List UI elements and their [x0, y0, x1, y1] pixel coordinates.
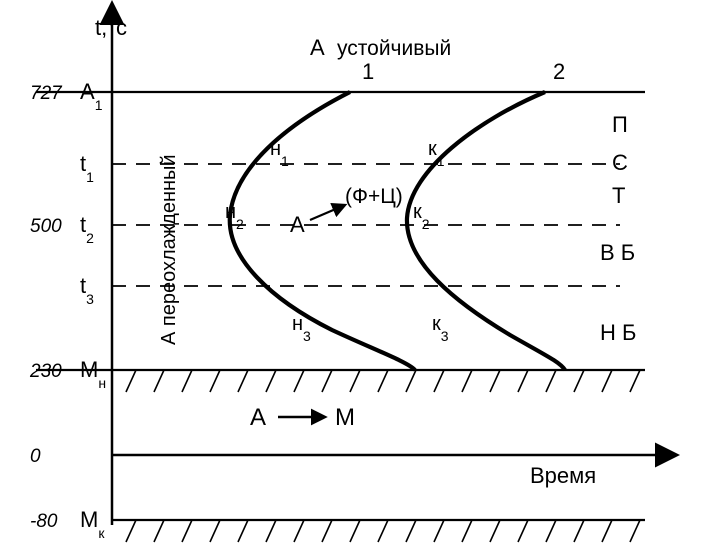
point-label-0: н1 [270, 138, 289, 169]
hatch-0 [378, 370, 388, 392]
region-label-1: С [612, 150, 628, 175]
c-curve-start [230, 92, 415, 370]
hatch-1 [546, 520, 556, 542]
hatch-1 [406, 520, 416, 542]
hatch-1 [434, 520, 444, 542]
top-label-a: А [310, 35, 325, 60]
ytick-label-1: t1 [80, 151, 94, 185]
y-axis-label: t,°с [95, 15, 127, 40]
center-A: А [290, 212, 305, 237]
hatch-0 [406, 370, 416, 392]
hatch-0 [182, 370, 192, 392]
hatch-1 [574, 520, 584, 542]
hatch-0 [350, 370, 360, 392]
hatch-1 [182, 520, 192, 542]
hatch-1 [126, 520, 136, 542]
point-label-5: к3 [432, 313, 449, 344]
c-curve-end [407, 92, 565, 370]
hatch-1 [322, 520, 332, 542]
hatch-1 [266, 520, 276, 542]
hatch-0 [434, 370, 444, 392]
hatch-0 [574, 370, 584, 392]
hatch-0 [490, 370, 500, 392]
hatch-0 [126, 370, 136, 392]
hatch-0 [238, 370, 248, 392]
point-label-1: н2 [225, 201, 244, 232]
ytick-value-5: 0 [30, 446, 41, 467]
bottom-A: А [250, 404, 266, 431]
hatch-0 [154, 370, 164, 392]
region-label-4: Н Б [600, 320, 636, 345]
vertical-region-label: А переохлажденный [158, 154, 180, 345]
ytick-value-0: 727 [30, 83, 63, 104]
hatch-1 [154, 520, 164, 542]
hatch-1 [294, 520, 304, 542]
x-axis-label: Время [530, 463, 596, 488]
hatch-1 [210, 520, 220, 542]
curve2-label: 2 [553, 59, 565, 84]
hatch-0 [630, 370, 640, 392]
hatch-0 [518, 370, 528, 392]
ytick-label-3: t3 [80, 273, 94, 307]
hatch-1 [238, 520, 248, 542]
hatch-0 [210, 370, 220, 392]
region-label-3: В Б [600, 240, 635, 265]
hatch-0 [546, 370, 556, 392]
bottom-M: М [335, 404, 355, 431]
hatch-0 [602, 370, 612, 392]
ytick-label-4: Мн [80, 357, 106, 391]
point-label-4: к2 [413, 201, 430, 232]
ytick-value-2: 500 [30, 216, 62, 237]
hatch-1 [630, 520, 640, 542]
top-label-rest: устойчивый [337, 37, 451, 60]
hatch-0 [322, 370, 332, 392]
hatch-0 [266, 370, 276, 392]
center-arrow-icon [310, 205, 345, 220]
hatch-1 [490, 520, 500, 542]
ytick-label-2: t2 [80, 212, 94, 246]
region-label-0: П [612, 112, 628, 137]
hatch-1 [462, 520, 472, 542]
hatch-1 [518, 520, 528, 542]
hatch-1 [350, 520, 360, 542]
hatch-0 [462, 370, 472, 392]
ytick-value-4: 230 [29, 361, 62, 382]
ytick-value-6: -80 [30, 511, 58, 532]
hatch-1 [602, 520, 612, 542]
hatch-1 [378, 520, 388, 542]
hatch-0 [294, 370, 304, 392]
region-label-2: Т [612, 183, 625, 208]
center-tail: (Ф+Ц) [345, 185, 403, 208]
curve1-label: 1 [362, 59, 374, 84]
ytick-label-6: Мк [80, 507, 105, 541]
ytick-label-0: А1 [80, 79, 103, 113]
